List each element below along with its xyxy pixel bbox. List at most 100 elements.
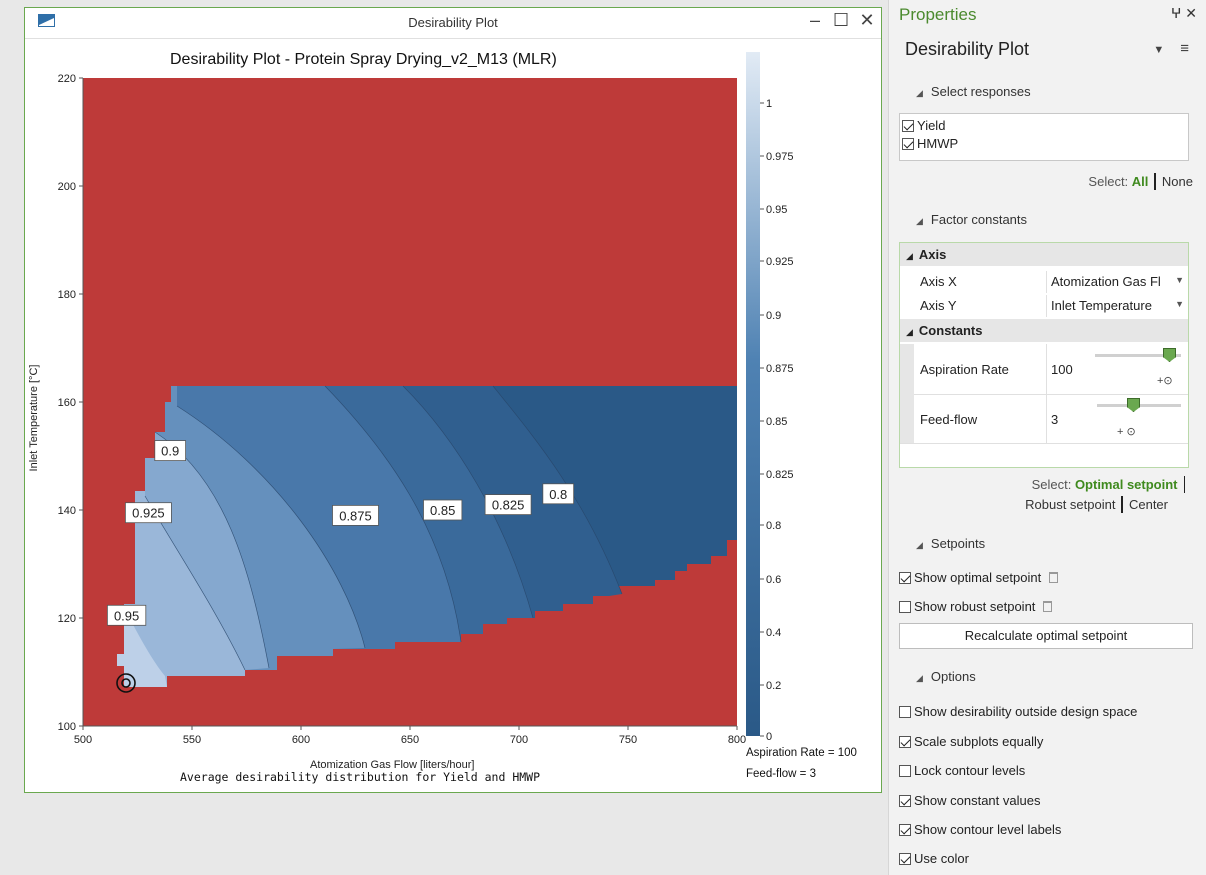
checkbox-icon[interactable] bbox=[899, 736, 911, 748]
panel-close-icon[interactable]: ✕ bbox=[1185, 5, 1197, 21]
colorbar-tick-label: 0.95 bbox=[766, 204, 787, 216]
contour-label: 0.8 bbox=[549, 487, 567, 502]
option-show-contour-labels[interactable]: Show contour level labels bbox=[899, 822, 1061, 837]
colorbar-tick-label: 0.875 bbox=[766, 363, 794, 375]
option-show-constant-values[interactable]: Show constant values bbox=[899, 793, 1040, 808]
panel-subtitle: Desirability Plot bbox=[905, 39, 1030, 59]
checkbox-icon[interactable] bbox=[899, 601, 911, 613]
minimize-icon[interactable]: – bbox=[809, 10, 820, 30]
section-setpoints[interactable]: ◢ Setpoints bbox=[916, 536, 986, 551]
select-optimal-setpoint-link[interactable]: Optimal setpoint bbox=[1074, 477, 1178, 492]
y-tick-label: 180 bbox=[58, 289, 76, 301]
checkbox-icon[interactable] bbox=[899, 572, 911, 584]
y-axis-label: Inlet Temperature [°C] bbox=[28, 365, 40, 472]
checkbox-icon[interactable] bbox=[899, 853, 911, 865]
constants-group-header[interactable]: ◢ Constants bbox=[900, 319, 1188, 342]
trash-icon[interactable] bbox=[1043, 601, 1053, 612]
contour-band-0.975 bbox=[117, 608, 167, 687]
contour-label: 0.925 bbox=[132, 506, 165, 521]
select-all-link[interactable]: All bbox=[1131, 174, 1149, 189]
close-icon[interactable]: ✕ bbox=[859, 10, 875, 30]
response-yield[interactable]: Yield bbox=[902, 118, 945, 133]
section-factor-constants[interactable]: ◢ Factor constants bbox=[916, 212, 1028, 227]
recalculate-optimal-setpoint-button[interactable]: Recalculate optimal setpoint bbox=[899, 623, 1193, 649]
panel-header: Properties bbox=[899, 5, 977, 24]
colorbar-tick-label: 0.9 bbox=[766, 310, 781, 322]
contour-line bbox=[176, 405, 366, 649]
section-select-responses[interactable]: ◢ Select responses bbox=[916, 84, 1031, 99]
contour-label: 0.9 bbox=[161, 444, 179, 459]
responses-list: Yield HMWP bbox=[899, 113, 1189, 161]
factor-grid: ◢ Axis Axis X Atomization Gas Fl ▼ Axis Y… bbox=[899, 242, 1189, 468]
subtitle-dropdown-icon[interactable]: ▼ bbox=[1153, 44, 1165, 56]
aspiration-slider[interactable] bbox=[1095, 354, 1181, 357]
axis-x-select[interactable]: Atomization Gas Fl bbox=[1051, 274, 1161, 289]
colorbar-tick-label: 0.85 bbox=[766, 416, 787, 428]
option-scale-subplots[interactable]: Scale subplots equally bbox=[899, 734, 1043, 749]
colorbar-tick-label: 1 bbox=[766, 98, 772, 110]
axis-group-header[interactable]: ◢ Axis bbox=[900, 243, 1188, 266]
plot-footnote: Average desirability distribution for Yi… bbox=[180, 770, 541, 784]
contour-line bbox=[402, 385, 534, 619]
feedflow-slider-thumb[interactable] bbox=[1127, 398, 1140, 412]
colorbar-tick-label: 0.8 bbox=[766, 520, 781, 532]
option-show-outside-design-space[interactable]: Show desirability outside design space bbox=[899, 704, 1137, 719]
axis-x-row[interactable]: Axis X Atomization Gas Fl ▼ bbox=[900, 271, 1188, 293]
option-use-color[interactable]: Use color bbox=[899, 851, 969, 866]
maximize-icon[interactable]: ☐ bbox=[833, 10, 850, 30]
aspiration-slider-thumb[interactable] bbox=[1163, 348, 1176, 362]
dropdown-icon[interactable]: ▼ bbox=[1175, 299, 1184, 309]
contour-label-box bbox=[107, 604, 147, 626]
collapse-icon: ◢ bbox=[916, 673, 923, 683]
show-robust-setpoint-option[interactable]: Show robust setpoint bbox=[899, 599, 1053, 614]
window-titlebar[interactable]: Desirability Plot – ☐ ✕ bbox=[25, 8, 881, 39]
show-optimal-setpoint-option[interactable]: Show optimal setpoint bbox=[899, 570, 1059, 585]
checkbox-icon[interactable] bbox=[902, 120, 914, 132]
x-axis-label: Atomization Gas Flow [liters/hour] bbox=[310, 759, 475, 771]
x-tick-label: 650 bbox=[401, 734, 419, 746]
response-hmwp[interactable]: HMWP bbox=[902, 136, 958, 151]
checkbox-icon[interactable] bbox=[899, 824, 911, 836]
feedflow-value[interactable]: 3 bbox=[1051, 412, 1059, 427]
optimal-setpoint-marker[interactable] bbox=[116, 673, 136, 693]
checkbox-icon[interactable] bbox=[899, 795, 911, 807]
contour-label: 0.825 bbox=[492, 498, 525, 513]
colorbar bbox=[746, 52, 760, 736]
setpoint-marker-icon: + ⊙ bbox=[1117, 426, 1136, 438]
checkbox-icon[interactable] bbox=[899, 765, 911, 777]
select-robust-setpoint-link[interactable]: Robust setpoint bbox=[1025, 497, 1116, 512]
contour-line bbox=[492, 385, 623, 595]
x-tick-label: 700 bbox=[510, 734, 528, 746]
contour-label-box bbox=[154, 440, 187, 462]
checkbox-icon[interactable] bbox=[899, 706, 911, 718]
setpoint-select-row: Select: Optimal setpoint bbox=[1032, 476, 1185, 493]
option-lock-contour-levels[interactable]: Lock contour levels bbox=[899, 763, 1025, 778]
colorbar-tick-label: 0.4 bbox=[766, 627, 781, 639]
setpoint-select-row-2: Robust setpoint Center bbox=[1025, 496, 1168, 513]
plot-title: Desirability Plot - Protein Spray Drying… bbox=[170, 51, 557, 68]
constant-aspiration-text: Aspiration Rate = 100 bbox=[746, 747, 857, 759]
menu-icon[interactable]: ≡ bbox=[1180, 40, 1189, 57]
y-tick-label: 140 bbox=[58, 505, 76, 517]
checkbox-icon[interactable] bbox=[902, 138, 914, 150]
pin-icon[interactable]: ⵖ bbox=[1170, 5, 1182, 21]
feedflow-row: Feed-flow 3 + ⊙ bbox=[900, 395, 1188, 444]
aspiration-value[interactable]: 100 bbox=[1051, 362, 1073, 377]
desirability-plot-window: Desirability Plot – ☐ ✕ Desirability Plo… bbox=[24, 7, 882, 793]
aspiration-row: Aspiration Rate 100 +⊙ bbox=[900, 344, 1188, 395]
dropdown-icon[interactable]: ▼ bbox=[1175, 275, 1184, 285]
y-tick-label: 220 bbox=[58, 73, 76, 85]
section-options[interactable]: ◢ Options bbox=[916, 669, 976, 684]
desirability-chart[interactable]: 500 550 600 650 700 750 800 100 120 140 160 180 200… bbox=[25, 8, 880, 768]
axis-y-row[interactable]: Axis Y Inlet Temperature ▼ bbox=[900, 295, 1188, 317]
trash-icon[interactable] bbox=[1049, 572, 1059, 583]
contour-label-box bbox=[542, 483, 575, 505]
colorbar-tick-label: 0.925 bbox=[766, 256, 794, 268]
select-center-link[interactable]: Center bbox=[1128, 497, 1168, 512]
y-tick-label: 100 bbox=[58, 721, 76, 733]
plot-window-icon bbox=[38, 14, 55, 27]
collapse-icon: ◢ bbox=[916, 540, 923, 550]
select-none-link[interactable]: None bbox=[1161, 174, 1193, 189]
axis-y-select[interactable]: Inlet Temperature bbox=[1051, 298, 1152, 313]
x-tick-label: 500 bbox=[74, 734, 92, 746]
